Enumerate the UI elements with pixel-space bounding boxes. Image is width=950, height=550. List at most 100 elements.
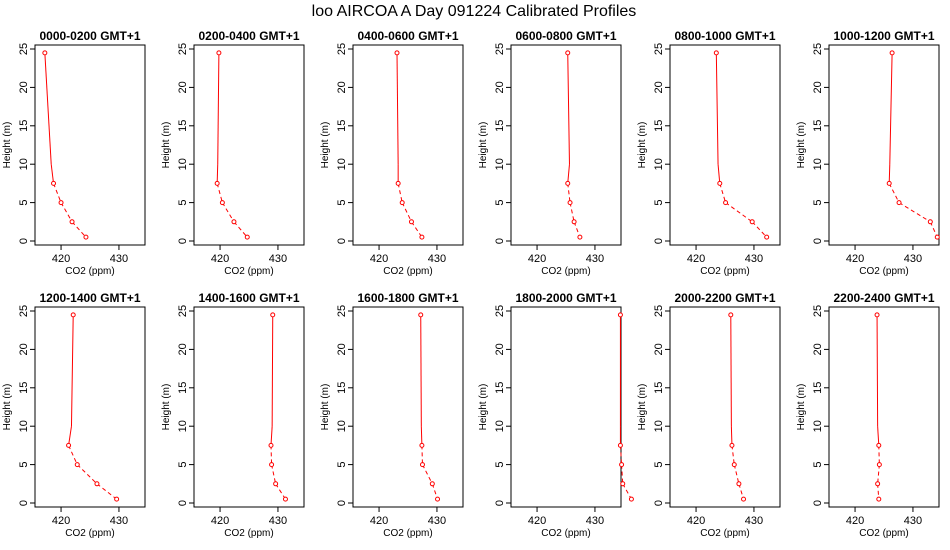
data-point bbox=[419, 442, 425, 448]
y-tick-label: 25 bbox=[336, 305, 348, 317]
y-axis-label: Height (m) bbox=[637, 122, 648, 169]
data-point bbox=[219, 200, 225, 206]
data-point bbox=[731, 462, 737, 468]
series-segment bbox=[725, 202, 753, 223]
data-point bbox=[717, 180, 723, 186]
x-tick-label: 420 bbox=[687, 253, 705, 265]
series-segment bbox=[221, 202, 235, 223]
y-tick-label: 5 bbox=[336, 200, 348, 206]
x-axis-label: CO2 (ppm) bbox=[383, 528, 432, 539]
x-tick-label: 420 bbox=[211, 253, 229, 265]
series-segment bbox=[71, 221, 87, 238]
y-tick-label: 15 bbox=[336, 382, 348, 394]
data-point bbox=[42, 50, 48, 56]
series-segment bbox=[68, 445, 78, 465]
y-tick-label: 25 bbox=[653, 43, 665, 55]
data-point bbox=[429, 481, 435, 487]
y-tick-label: 0 bbox=[177, 500, 189, 506]
series-segment bbox=[44, 52, 52, 165]
x-tick-label: 430 bbox=[745, 515, 763, 527]
x-tick-label: 430 bbox=[428, 515, 446, 527]
y-axis-label: Height (m) bbox=[796, 384, 807, 431]
y-tick-label: 5 bbox=[177, 200, 189, 206]
series-segment bbox=[401, 202, 412, 223]
series-segment bbox=[877, 426, 880, 446]
y-tick-label: 20 bbox=[18, 343, 30, 355]
data-point bbox=[896, 200, 902, 206]
panel-title: 0600-0800 GMT+1 bbox=[515, 29, 616, 43]
x-tick-label: 430 bbox=[586, 515, 604, 527]
series-segment bbox=[233, 221, 248, 238]
series-segment bbox=[216, 183, 223, 203]
y-tick-label: 15 bbox=[812, 120, 824, 132]
x-tick-label: 430 bbox=[269, 253, 287, 265]
data-point bbox=[419, 462, 425, 468]
x-axis-label: CO2 (ppm) bbox=[224, 266, 273, 277]
y-tick-label: 0 bbox=[18, 238, 30, 244]
series-segment bbox=[70, 314, 74, 427]
y-tick-label: 20 bbox=[18, 81, 30, 93]
y-tick-label: 15 bbox=[18, 120, 30, 132]
y-tick-label: 20 bbox=[812, 343, 824, 355]
series-segment bbox=[719, 183, 727, 203]
data-point bbox=[51, 180, 57, 186]
data-point bbox=[114, 496, 120, 502]
y-tick-label: 10 bbox=[812, 420, 824, 432]
y-tick-label: 10 bbox=[812, 158, 824, 170]
series-segment bbox=[621, 464, 624, 484]
series-segment bbox=[60, 202, 73, 223]
series-segment bbox=[730, 426, 733, 446]
y-tick-label: 15 bbox=[494, 382, 506, 394]
y-tick-label: 10 bbox=[494, 420, 506, 432]
series-segment bbox=[275, 483, 286, 500]
plot-frame bbox=[193, 44, 305, 246]
panel-title: 1000-1200 GMT+1 bbox=[833, 29, 934, 43]
series-segment bbox=[397, 183, 403, 203]
y-tick-label: 25 bbox=[18, 43, 30, 55]
series-segment bbox=[270, 426, 273, 446]
y-tick-label: 5 bbox=[494, 462, 506, 468]
data-point bbox=[736, 481, 742, 487]
y-tick-label: 0 bbox=[494, 500, 506, 506]
x-tick-label: 420 bbox=[52, 253, 70, 265]
data-point bbox=[69, 219, 75, 225]
y-tick-label: 10 bbox=[494, 158, 506, 170]
panel-title: 1800-2000 GMT+1 bbox=[515, 291, 616, 305]
data-point bbox=[934, 234, 940, 240]
data-point bbox=[617, 312, 623, 318]
data-point bbox=[282, 496, 288, 502]
series-segment bbox=[567, 183, 571, 203]
series-segment bbox=[877, 483, 880, 500]
data-point bbox=[619, 462, 625, 468]
panel-title: 0200-0400 GMT+1 bbox=[198, 29, 299, 43]
x-tick-label: 420 bbox=[370, 515, 388, 527]
plot-frame bbox=[828, 44, 940, 246]
data-point bbox=[571, 219, 577, 225]
series-segment bbox=[396, 52, 399, 165]
series-segment bbox=[96, 483, 117, 500]
data-point bbox=[244, 234, 250, 240]
x-tick-label: 420 bbox=[687, 515, 705, 527]
data-point bbox=[876, 496, 882, 502]
y-tick-label: 5 bbox=[812, 200, 824, 206]
series-segment bbox=[420, 426, 423, 446]
y-tick-label: 0 bbox=[812, 500, 824, 506]
plot-frame bbox=[34, 44, 146, 246]
data-point bbox=[418, 312, 424, 318]
data-point bbox=[764, 234, 770, 240]
y-tick-label: 15 bbox=[812, 382, 824, 394]
y-tick-label: 20 bbox=[653, 81, 665, 93]
y-tick-label: 15 bbox=[18, 382, 30, 394]
y-tick-label: 5 bbox=[336, 462, 348, 468]
data-point bbox=[395, 180, 401, 186]
data-point bbox=[270, 312, 276, 318]
y-tick-label: 20 bbox=[494, 343, 506, 355]
x-tick-label: 430 bbox=[428, 253, 446, 265]
